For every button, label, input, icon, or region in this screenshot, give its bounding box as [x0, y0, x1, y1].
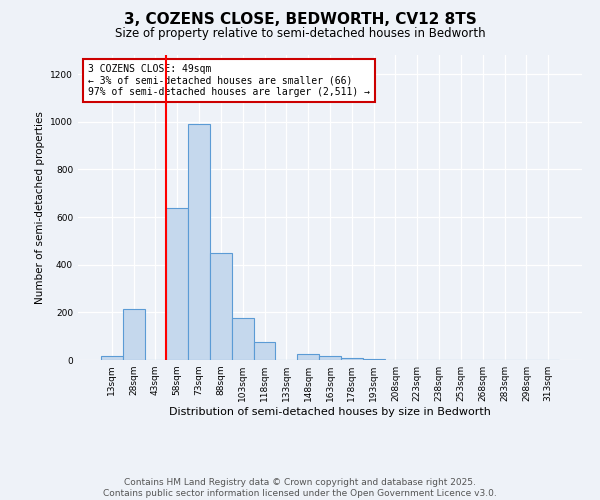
X-axis label: Distribution of semi-detached houses by size in Bedworth: Distribution of semi-detached houses by … — [169, 407, 491, 417]
Bar — [166, 208, 188, 360]
Bar — [101, 356, 123, 360]
Text: Contains HM Land Registry data © Crown copyright and database right 2025.
Contai: Contains HM Land Registry data © Crown c… — [103, 478, 497, 498]
Text: 3, COZENS CLOSE, BEDWORTH, CV12 8TS: 3, COZENS CLOSE, BEDWORTH, CV12 8TS — [124, 12, 476, 28]
Text: 3 COZENS CLOSE: 49sqm
← 3% of semi-detached houses are smaller (66)
97% of semi-: 3 COZENS CLOSE: 49sqm ← 3% of semi-detac… — [88, 64, 370, 98]
Bar — [319, 356, 341, 360]
Y-axis label: Number of semi-detached properties: Number of semi-detached properties — [35, 111, 44, 304]
Bar — [254, 342, 275, 360]
Bar — [123, 309, 145, 360]
Bar — [188, 124, 210, 360]
Bar — [232, 318, 254, 360]
Bar — [297, 354, 319, 360]
Bar — [341, 358, 363, 360]
Bar — [210, 253, 232, 360]
Text: Size of property relative to semi-detached houses in Bedworth: Size of property relative to semi-detach… — [115, 28, 485, 40]
